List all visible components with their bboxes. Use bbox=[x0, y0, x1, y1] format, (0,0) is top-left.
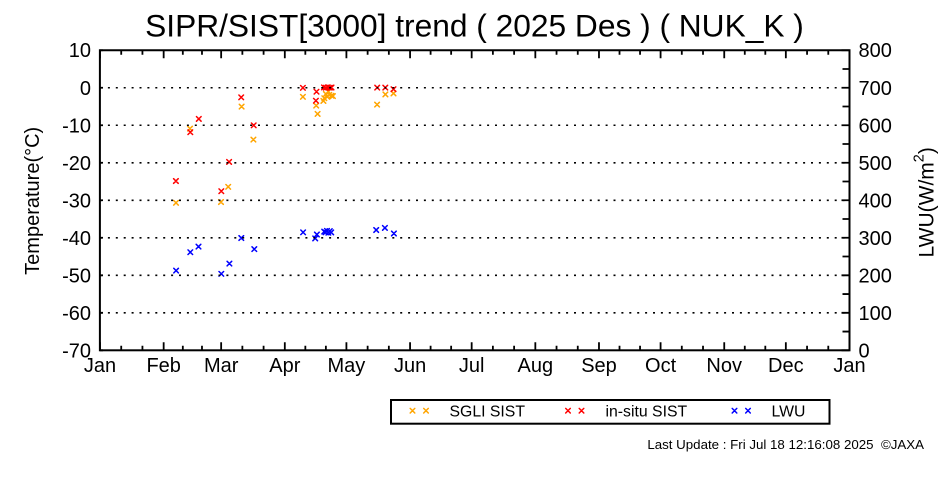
svg-text:500: 500 bbox=[859, 153, 892, 175]
svg-text:Sep: Sep bbox=[581, 355, 617, 377]
svg-text:Feb: Feb bbox=[146, 355, 180, 377]
svg-text:SGLI SIST: SGLI SIST bbox=[450, 403, 526, 420]
svg-text:LWU(W/m2): LWU(W/m2) bbox=[912, 147, 939, 257]
svg-text:0: 0 bbox=[859, 340, 870, 362]
svg-text:-70: -70 bbox=[62, 340, 91, 362]
svg-text:-20: -20 bbox=[62, 153, 91, 175]
svg-text:May: May bbox=[328, 355, 366, 377]
svg-text:-30: -30 bbox=[62, 190, 91, 212]
svg-text:-40: -40 bbox=[62, 228, 91, 250]
svg-text:800: 800 bbox=[859, 40, 892, 62]
svg-text:Jul: Jul bbox=[459, 355, 485, 377]
svg-text:Apr: Apr bbox=[269, 355, 300, 377]
svg-text:Temperature(°C): Temperature(°C) bbox=[22, 127, 44, 275]
svg-text:300: 300 bbox=[859, 228, 892, 250]
svg-text:Aug: Aug bbox=[518, 355, 554, 377]
svg-text:Jun: Jun bbox=[394, 355, 426, 377]
svg-text:400: 400 bbox=[859, 190, 892, 212]
svg-text:Jan: Jan bbox=[84, 355, 116, 377]
svg-text:-60: -60 bbox=[62, 303, 91, 325]
svg-text:600: 600 bbox=[859, 115, 892, 137]
svg-text:700: 700 bbox=[859, 78, 892, 100]
svg-text:100: 100 bbox=[859, 303, 892, 325]
svg-text:-50: -50 bbox=[62, 265, 91, 287]
svg-text:Last Update : Fri Jul 18 12:16: Last Update : Fri Jul 18 12:16:08 2025 ©… bbox=[647, 437, 924, 452]
svg-text:0: 0 bbox=[80, 78, 91, 100]
svg-text:200: 200 bbox=[859, 265, 892, 287]
svg-text:Mar: Mar bbox=[204, 355, 239, 377]
svg-text:Oct: Oct bbox=[645, 355, 677, 377]
svg-text:LWU: LWU bbox=[772, 403, 806, 420]
svg-text:10: 10 bbox=[69, 40, 91, 62]
svg-text:SIPR/SIST[3000] trend ( 2025 D: SIPR/SIST[3000] trend ( 2025 Des ) ( NUK… bbox=[145, 8, 804, 44]
svg-text:Jan: Jan bbox=[833, 355, 865, 377]
svg-text:-10: -10 bbox=[62, 115, 91, 137]
svg-text:in-situ SIST: in-situ SIST bbox=[606, 403, 688, 420]
svg-text:Nov: Nov bbox=[706, 355, 742, 377]
svg-text:Dec: Dec bbox=[768, 355, 804, 377]
